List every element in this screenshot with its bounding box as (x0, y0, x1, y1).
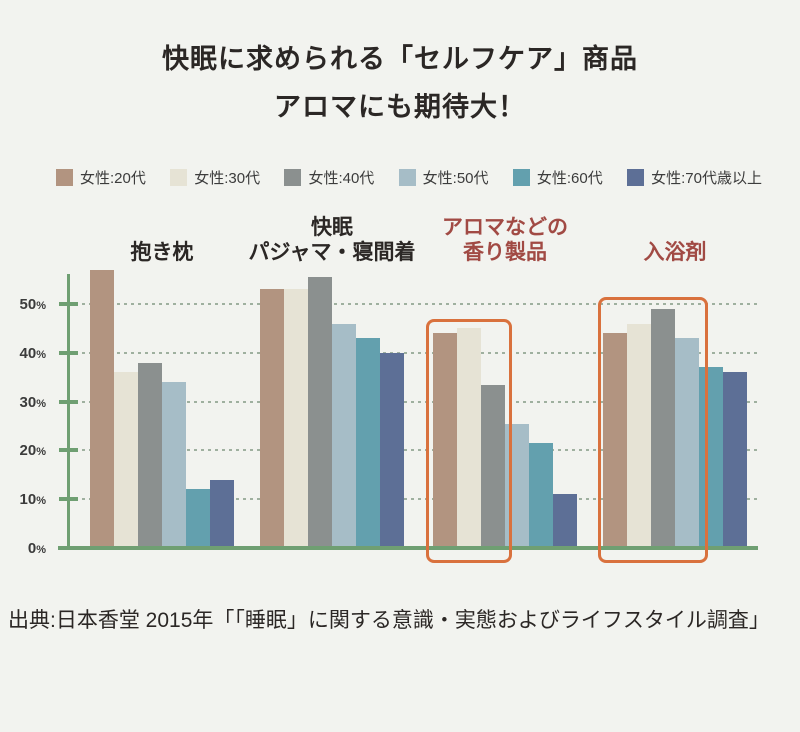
legend-item: 女性:20代 (56, 167, 146, 188)
bar (699, 367, 723, 548)
bar (433, 333, 457, 548)
bar (114, 372, 138, 548)
legend-swatch (284, 169, 302, 186)
legend-item: 女性:60代 (512, 167, 603, 188)
legend-label: 女性:50代 (422, 170, 489, 187)
legend-item: 女性:50代 (398, 167, 489, 188)
gridline (68, 400, 758, 403)
bar (675, 338, 699, 548)
bar (529, 443, 553, 548)
bar (162, 382, 186, 548)
legend-item: 女性:70代歳以上 (627, 167, 762, 188)
bar (284, 289, 308, 548)
chart-title-line-1: 快眠に求められる「セルフケア」商品 (162, 44, 638, 74)
bar (603, 333, 627, 548)
highlight-box (598, 296, 708, 563)
bar (553, 494, 577, 548)
bar (380, 352, 404, 548)
legend-label: 女性:30代 (194, 170, 261, 187)
y-axis-tick (59, 448, 78, 453)
y-axis-tick (59, 350, 78, 355)
bar (138, 362, 162, 548)
highlight-box (426, 318, 512, 563)
bar (651, 308, 675, 548)
bar-group-1: 抱き枕 (90, 203, 234, 548)
bar (90, 269, 114, 548)
legend-label: 女性:40代 (308, 170, 375, 187)
gridline (68, 303, 758, 305)
chart-title: 快眠に求められる「セルフケア」商品 アロマにも期待大！ (0, 35, 800, 131)
y-tick-label: 20% (19, 442, 46, 460)
bar (210, 479, 234, 548)
bar-group-4: 入浴剤 (598, 203, 747, 563)
legend: 女性:20代 女性:30代 女性:40代 女性:50代 女性:60代 女性:70代歳以上 (56, 167, 762, 188)
y-tick-label: 10% (19, 491, 46, 509)
bar-group-3: アロマなどの 香り製品 (426, 203, 577, 563)
bar (457, 328, 481, 548)
x-axis-line (58, 546, 758, 550)
category-label: 入浴剤 (643, 241, 707, 264)
infographic-page: 快眠に求められる「セルフケア」商品 アロマにも期待大！ 女性:20代 女性:30代… (0, 35, 800, 732)
legend-swatch (398, 169, 416, 186)
legend-item: 女性:40代 (284, 167, 374, 188)
legend-swatch (170, 169, 188, 186)
source-citation: 出典:日本香堂 2015年「「睡眠」に関する意識・実態およびライフスタイル調査」 (8, 609, 770, 632)
y-axis-tick (59, 399, 78, 404)
plot-area: 0% 10% 20% 30% 40% 50% 抱き枕 快眠 パジャマ・寝間着 アロマなどの 香り製品… (20, 203, 758, 563)
legend-label: 女性:20代 (80, 170, 146, 187)
legend-swatch (627, 169, 645, 186)
bar (186, 489, 210, 548)
y-tick-label: 30% (19, 393, 46, 411)
legend-item: 女性:30代 (170, 167, 260, 188)
bar (308, 277, 332, 548)
gridline (68, 351, 758, 354)
category-label: アロマなどの 香り製品 (442, 216, 568, 264)
bar (260, 289, 284, 548)
legend-swatch (512, 169, 530, 186)
bar-group-2: 快眠 パジャマ・寝間着 (249, 203, 415, 548)
bar (356, 338, 380, 548)
y-axis-tick (59, 302, 78, 306)
category-label: 抱き枕 (130, 241, 194, 264)
bar (481, 384, 505, 548)
y-tick-label: 50% (19, 296, 46, 313)
y-tick-label: 40% (19, 344, 46, 362)
legend-label: 女性:60代 (536, 170, 603, 187)
legend-swatch (56, 169, 73, 186)
legend-label: 女性:70代歳以上 (651, 170, 762, 187)
chart-title-line-2: アロマにも期待大！ (274, 92, 526, 122)
y-tick-label: 0% (27, 540, 46, 557)
gridline (68, 498, 758, 501)
y-axis-line (67, 274, 70, 548)
category-label: 快眠 パジャマ・寝間着 (248, 216, 416, 264)
bar (627, 323, 651, 548)
y-axis-tick (59, 497, 78, 502)
bar (723, 372, 747, 548)
bar-chart: 0% 10% 20% 30% 40% 50% 抱き枕 快眠 パジャマ・寝間着 アロマなどの 香り製品… (0, 203, 800, 573)
gridline (68, 449, 758, 452)
bar (332, 323, 356, 548)
